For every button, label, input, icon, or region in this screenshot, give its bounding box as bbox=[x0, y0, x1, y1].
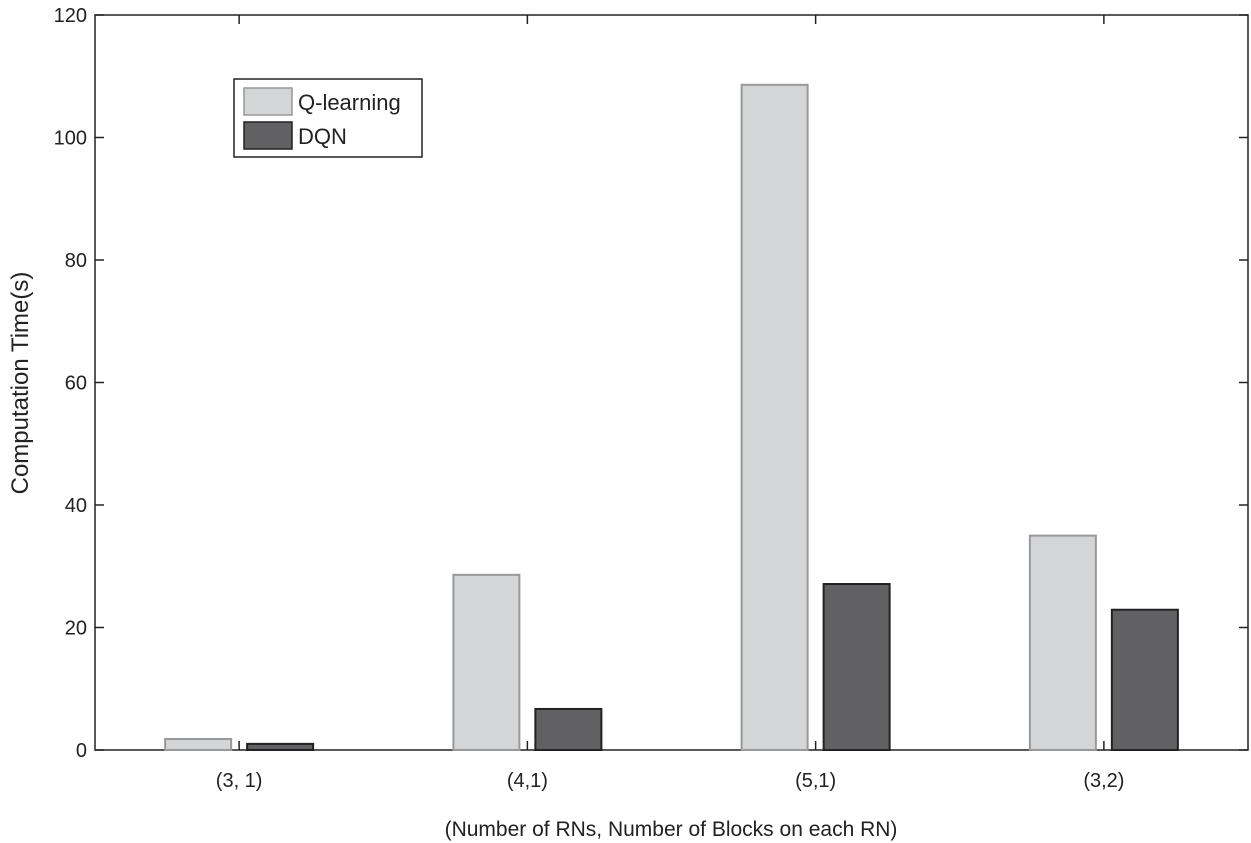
x-tick-label: (3, 1) bbox=[216, 770, 263, 792]
legend: Q-learning DQN bbox=[233, 78, 423, 158]
y-tick-label: 40 bbox=[65, 495, 87, 517]
y-tick-label: 120 bbox=[54, 5, 87, 27]
x-tick-label: (5,1) bbox=[795, 770, 836, 792]
legend-label-dqn: DQN bbox=[298, 124, 347, 149]
y-tick-label: 20 bbox=[65, 618, 87, 640]
y-tick-label: 100 bbox=[54, 128, 87, 150]
y-axis-label: Computation Time(s) bbox=[7, 272, 34, 495]
legend-swatch-dqn bbox=[243, 121, 293, 150]
x-ticks-group: (3, 1) (4,1) (5,1) (3,2) bbox=[216, 15, 1124, 792]
bars-group bbox=[164, 83, 1179, 752]
bar-dqn-3 bbox=[1110, 608, 1179, 751]
legend-label-q-learning: Q-learning bbox=[298, 90, 401, 115]
y-tick-label: 60 bbox=[65, 373, 87, 395]
bar-q-learning-0 bbox=[164, 737, 233, 751]
bar-q-learning-3 bbox=[1028, 534, 1097, 751]
legend-swatch-q-learning bbox=[243, 87, 293, 116]
y-tick-label: 0 bbox=[76, 740, 87, 762]
bar-dqn-0 bbox=[246, 742, 315, 751]
y-tick-label: 80 bbox=[65, 250, 87, 272]
x-tick-label: (3,2) bbox=[1083, 770, 1124, 792]
x-tick-label: (4,1) bbox=[507, 770, 548, 792]
x-axis-label: (Number of RNs, Number of Blocks on each… bbox=[445, 818, 898, 841]
bar-dqn-2 bbox=[822, 583, 891, 752]
bar-q-learning-1 bbox=[452, 573, 521, 752]
bar-q-learning-2 bbox=[740, 83, 809, 751]
ticks-group: 0 20 40 60 80 100 120 bbox=[54, 5, 1248, 762]
bar-dqn-1 bbox=[534, 707, 603, 752]
